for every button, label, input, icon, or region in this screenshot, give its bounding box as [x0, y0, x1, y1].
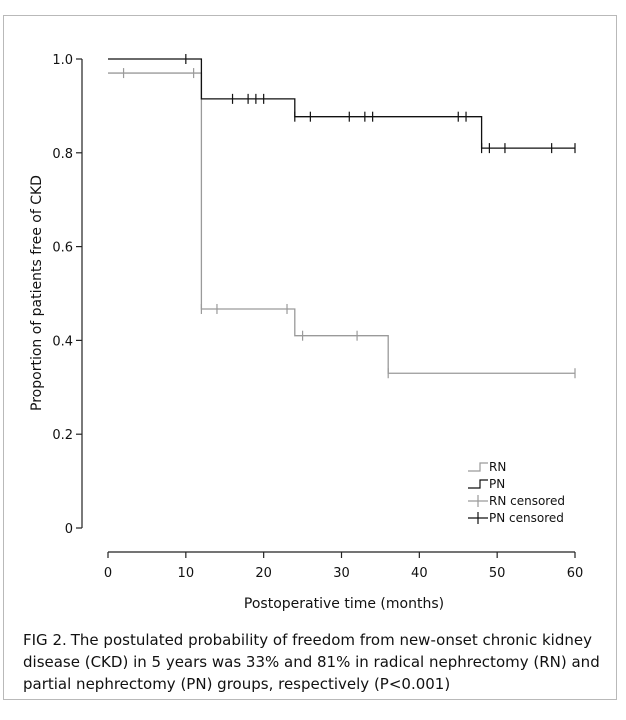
- x-tick-label: 10: [178, 566, 195, 581]
- legend-swatch-pn: [468, 479, 488, 489]
- legend-censor-label-rn: RN censored: [489, 494, 565, 508]
- legend-label-pn: PN: [489, 477, 505, 491]
- x-tick-label: 40: [411, 566, 428, 581]
- x-axis-label: Postoperative time (months): [244, 596, 444, 612]
- legend-swatch-rn: [468, 462, 488, 472]
- y-axis-label: Proportion of patients free of CKD: [29, 175, 45, 411]
- x-tick-label: 50: [489, 566, 506, 581]
- y-tick-label: 1.0: [52, 53, 73, 68]
- ticks: 0 0.2 0.4 0.6 0.8 1.0 0 10 20 30 40 50 60: [52, 53, 583, 581]
- legend-censor-label-pn: PN censored: [489, 511, 564, 525]
- x-tick-label: 30: [333, 566, 350, 581]
- y-tick-label: 0.4: [52, 334, 73, 349]
- x-tick-label: 60: [567, 566, 584, 581]
- caption-text: The postulated probability of freedom fr…: [23, 631, 600, 693]
- x-tick-label: 20: [255, 566, 272, 581]
- series-pn-line: [108, 58, 575, 149]
- series-rn-line: [108, 72, 575, 374]
- x-tick-label: 0: [104, 566, 112, 581]
- km-chart: 0 0.2 0.4 0.6 0.8 1.0 0 10 20 30 40 50 60 RN PN RN cen…: [29, 53, 583, 612]
- y-tick-label: 0.2: [52, 428, 73, 443]
- legend-label-rn: RN: [489, 460, 506, 474]
- figure-frame: [3, 15, 617, 700]
- y-tick-label: 0.8: [52, 147, 73, 162]
- y-tick-label: 0: [65, 522, 73, 537]
- legend: RN PN RN censored PN censored: [468, 460, 565, 525]
- caption-label: FIG 2.: [23, 631, 67, 649]
- y-tick-label: 0.6: [52, 241, 73, 256]
- figure-caption: FIG 2. The postulated probability of free…: [23, 629, 603, 695]
- censor-marks: [122, 54, 576, 379]
- survival-curves: [108, 58, 575, 374]
